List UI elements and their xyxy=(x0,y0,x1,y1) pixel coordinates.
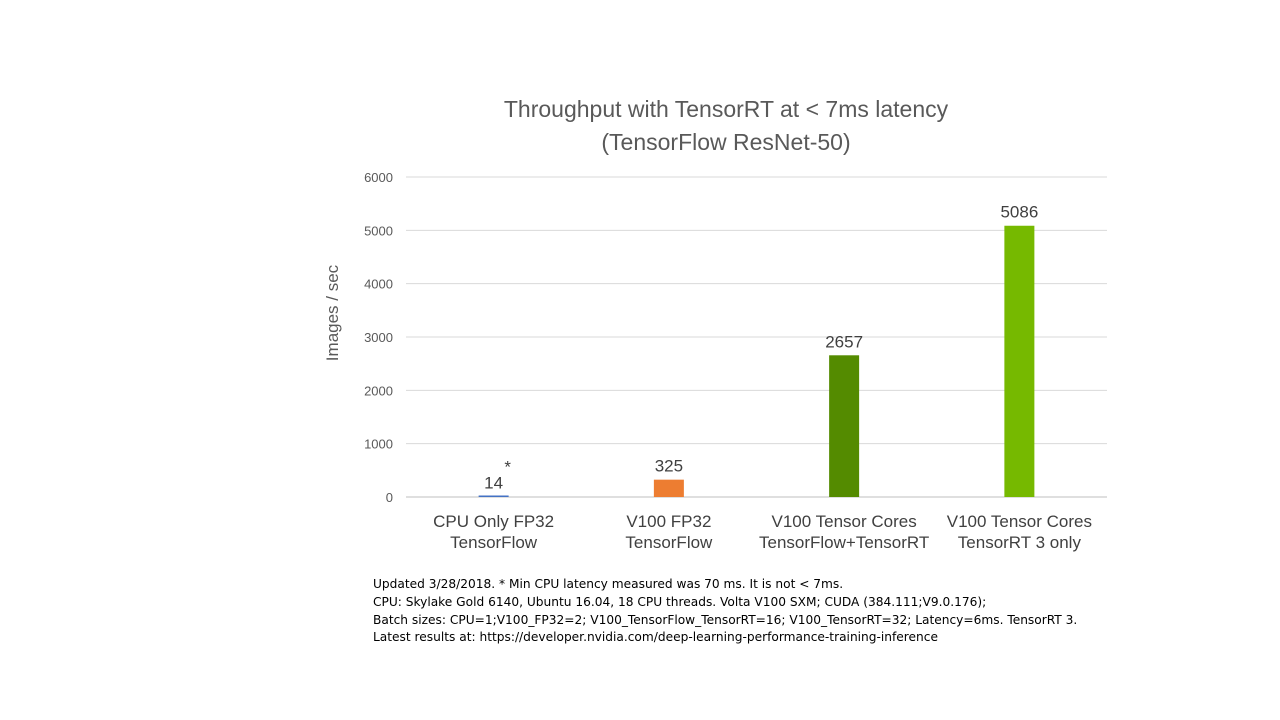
category-label: TensorFlow+TensorRT xyxy=(759,533,929,552)
bar xyxy=(653,479,684,497)
category-label: V100 Tensor Cores xyxy=(947,512,1092,531)
gridlines xyxy=(406,176,1107,498)
footnote-line-1: Updated 3/28/2018. * Min CPU latency mea… xyxy=(373,577,844,591)
y-tick-label: 3000 xyxy=(364,330,393,345)
x-axis-categories: CPU Only FP32 TensorFlow V100 FP32 TensorFl… xyxy=(433,512,1092,552)
y-tick-label: 5000 xyxy=(364,223,393,238)
annotation-asterisk: * xyxy=(504,457,511,476)
data-label: 325 xyxy=(655,457,683,476)
y-tick-label: 1000 xyxy=(364,437,393,452)
y-tick-label: 2000 xyxy=(364,383,393,398)
category-label: TensorRT 3 only xyxy=(958,533,1082,552)
footnote: Updated 3/28/2018. * Min CPU latency mea… xyxy=(373,576,1273,647)
bar xyxy=(829,355,860,497)
footnote-line-3: Batch sizes: CPU=1;V100_FP32=2; V100_Ten… xyxy=(373,612,1078,627)
bar xyxy=(478,495,509,497)
bar xyxy=(1004,225,1035,497)
y-axis-ticks: 0 1000 2000 3000 4000 5000 6000 xyxy=(364,170,393,505)
footnote-line-4: Latest results at: https://developer.nvi… xyxy=(373,630,938,645)
data-label: 5086 xyxy=(1000,203,1038,222)
chart-title-line-2: (TensorFlow ResNet-50) xyxy=(601,129,850,155)
category-label: CPU Only FP32 xyxy=(433,512,554,531)
chart-title-line-1: Throughput with TensorRT at < 7ms latenc… xyxy=(504,96,949,122)
y-tick-label: 6000 xyxy=(364,170,393,185)
chart-title: Throughput with TensorRT at < 7ms latenc… xyxy=(504,96,949,155)
category-label: TensorFlow xyxy=(450,533,538,552)
y-tick-label: 0 xyxy=(386,490,393,505)
data-labels: 14 325 2657 5086 * xyxy=(484,203,1038,493)
category-label: V100 FP32 xyxy=(626,512,711,531)
category-label: V100 Tensor Cores xyxy=(772,512,917,531)
data-label: 2657 xyxy=(825,332,863,351)
y-axis-label: Images / sec xyxy=(323,264,342,361)
bars xyxy=(478,225,1035,497)
category-label: TensorFlow xyxy=(625,533,713,552)
footnote-line-2: CPU: Skylake Gold 6140, Ubuntu 16.04, 18… xyxy=(373,594,987,609)
y-tick-label: 4000 xyxy=(364,277,393,292)
data-label: 14 xyxy=(484,473,503,492)
